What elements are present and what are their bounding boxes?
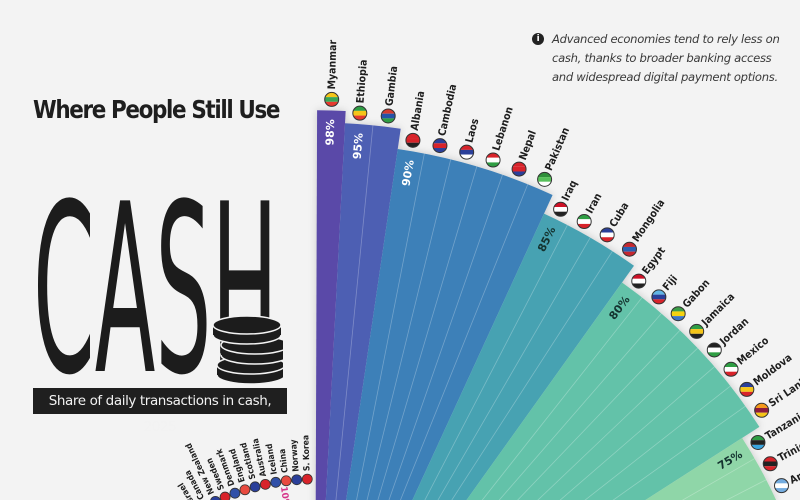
bar-group-90 [346,149,553,500]
bar-divider [517,330,681,500]
flag-icon [301,473,313,485]
flag-icon [537,171,553,187]
flag-icon [485,152,501,168]
country-label: Myanmar [326,39,339,89]
pre-title: Where People Still Use [33,95,281,124]
info-note: i Advanced economies tend to rely less o… [532,30,795,87]
flag-icon [352,105,368,121]
bar-divider [451,250,613,500]
bar-divider [424,224,568,500]
note-line: and widespread digital payment options. [552,70,778,84]
value-label: 10% [278,486,291,500]
flag-icon [739,381,755,397]
bar-divider [481,297,643,500]
value-label: 90% [399,159,416,187]
chart-gridlines [335,125,767,500]
country-label: China [278,448,291,473]
flag-icon [324,91,340,107]
bar-divider [559,366,715,500]
chart-bars [315,110,777,500]
flag-icon [259,478,271,490]
country-label: Iran [584,191,605,215]
flag-icon [239,484,251,496]
country-label: Fiji [661,273,681,293]
flag-icon [576,214,592,230]
note-text: Advanced economies tend to rely less on … [533,30,795,87]
bar-divider [366,159,452,500]
flag-icon [553,201,569,217]
flag-icon [706,342,722,358]
flag-icon [270,476,282,488]
flag-icon [599,227,615,243]
flag-icon [670,306,686,322]
country-label: Ethiopia [355,59,370,104]
flag-icon [249,481,261,493]
bar-group-95 [325,123,401,500]
flag-icon [511,161,527,177]
bar-divider [335,125,374,500]
flag-icon [210,495,221,500]
bar-divider [356,153,425,500]
flag-icon [723,361,739,377]
flag-icon [651,289,667,305]
bar-divider [400,184,529,500]
value-label: 98% [323,119,337,146]
country-label: Egypt [640,245,668,277]
flag-icon [280,475,292,487]
bar-divider [377,166,478,500]
country-label: Cambodia [436,83,459,137]
flag-icon [380,108,396,124]
bar-group-80 [466,282,760,500]
flag-icon [773,478,789,494]
country-label: Mongolia [630,197,667,244]
country-label: Moldova [751,352,794,388]
flag-icon [750,434,766,450]
country-label: Cuba [607,200,631,229]
coin-stack-icon [212,315,283,385]
country-label: Gabon [680,277,712,310]
flag-icon [291,474,303,486]
note-line: Advanced economies tend to rely less on [552,32,780,46]
country-label: Mexico [735,334,772,367]
country-label: Laos [464,117,482,144]
country-label: Lebanon [490,105,515,152]
flag-icon [621,241,637,257]
bar-divider [437,237,591,500]
country-label: Tanzania [763,408,800,442]
flag-icon [432,138,448,154]
bar-divider [681,458,755,500]
flag-icon [219,491,231,500]
bar-divider [584,385,731,500]
country-label: Albania [409,90,428,131]
flag-icon [229,487,241,499]
bar-divider [537,347,698,500]
bar-divider [498,313,662,500]
info-icon: i [532,33,544,45]
flag-icon [754,402,770,418]
value-label: 95% [351,133,366,160]
subtitle-caption: Share of daily transactions in cash, 202… [33,388,287,435]
bar-divider [612,405,746,500]
country-label: S. Korea [301,435,312,472]
country-label: Pakistan [543,126,572,173]
flag-icon [405,132,421,148]
bar-group-85 [412,213,634,500]
cash-title: CASH [33,154,283,385]
country-label: Nepal [517,129,539,162]
note-line: cash, thanks to broader banking access [552,51,772,65]
country-label: Iraq [560,179,580,203]
bar-divider [388,174,503,500]
flag-icon [762,456,778,472]
flag-icon [459,144,475,160]
bar-group-98 [315,110,346,500]
flag-icon [631,273,647,289]
country-label: Norway [289,439,302,472]
country-label: Gambia [383,65,400,107]
title-block: Where People Still Use CASH Share of dai… [33,95,291,435]
bar-group-75 [645,437,777,500]
country-label: Jordan [717,316,751,349]
flag-icon [689,323,705,339]
country-label: Jamaica [699,291,737,329]
